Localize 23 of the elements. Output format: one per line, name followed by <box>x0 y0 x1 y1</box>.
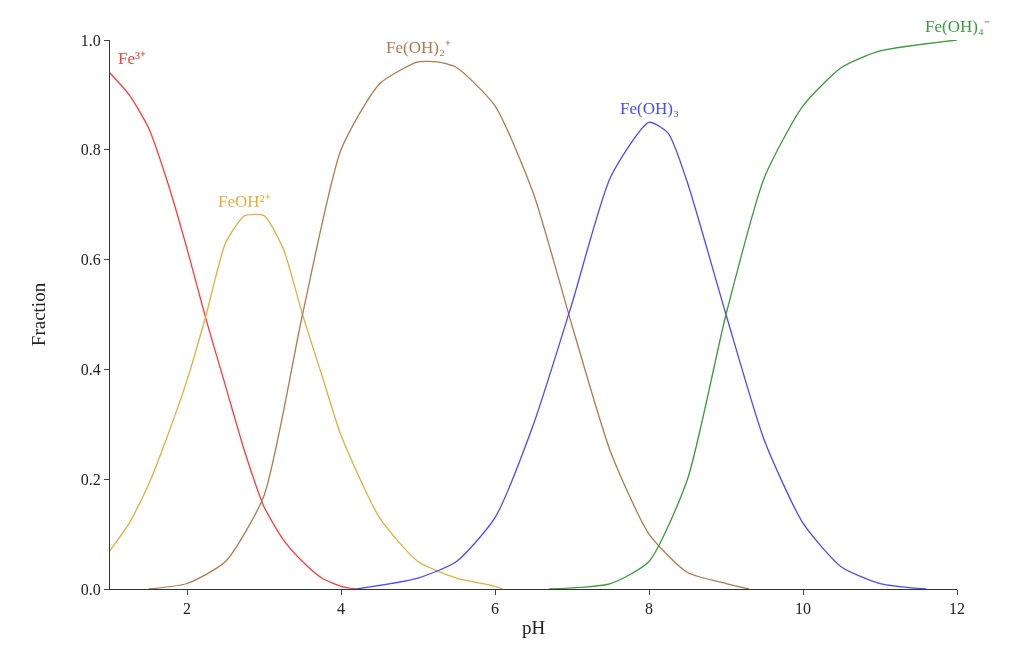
series-label: Fe(OH)₂⁺ <box>386 38 451 57</box>
y-tick-label: 0.8 <box>80 141 101 159</box>
line-series <box>355 121 927 589</box>
x-tick-label: 6 <box>491 600 499 618</box>
x-tick-label: 10 <box>795 600 811 618</box>
y-tick-label: 0.0 <box>80 580 101 598</box>
y-tick-label: 1.0 <box>80 31 101 49</box>
series-label: Fe(OH)₄⁻ <box>925 17 990 36</box>
line-series <box>548 40 957 589</box>
y-tick-label: 0.6 <box>80 251 101 269</box>
y-tick-label: 0.2 <box>80 470 101 488</box>
x-tick-label: 8 <box>645 600 653 618</box>
x-tick-label: 12 <box>949 600 965 618</box>
series-label: Fe³⁺ <box>118 49 147 68</box>
y-tick-label: 0.4 <box>80 361 101 378</box>
line-series <box>110 72 358 589</box>
x-axis-title: pH <box>521 617 546 638</box>
series-label: FeOH²⁺ <box>218 192 271 211</box>
series-label: Fe(OH)₃ <box>620 99 679 118</box>
line-series <box>147 60 750 589</box>
y-axis-title: Fraction <box>27 282 49 347</box>
x-tick-label: 2 <box>183 600 191 618</box>
x-tick-label: 4 <box>337 600 345 618</box>
